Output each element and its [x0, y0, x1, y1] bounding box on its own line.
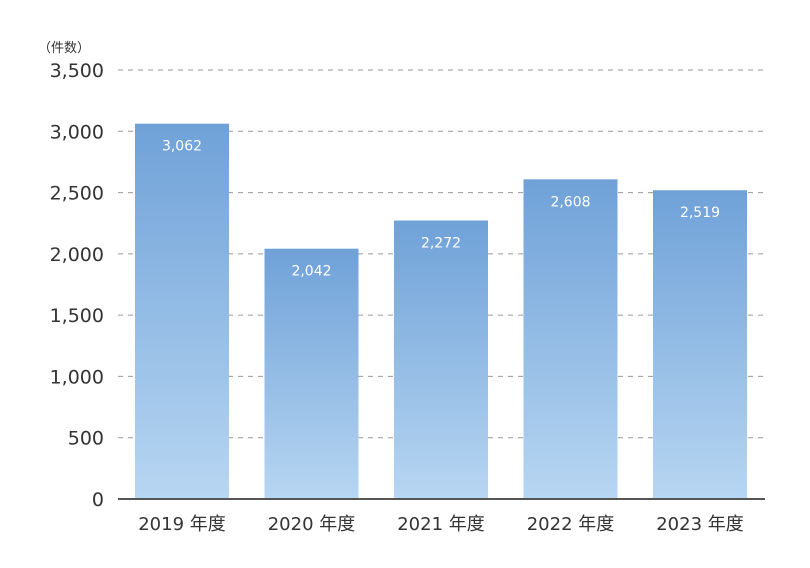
x-tick-label: 2021 年度: [397, 514, 485, 535]
y-tick-label: 2,500: [50, 183, 104, 205]
bar-value-label: 2,042: [291, 264, 331, 280]
x-tick-label: 2023 年度: [656, 514, 744, 535]
x-tick-label: 2022 年度: [527, 514, 615, 535]
y-tick-label: 500: [68, 428, 104, 450]
bar: [653, 190, 747, 500]
y-axis-unit-label: （件数）: [38, 41, 90, 56]
bar-value-label: 3,062: [162, 139, 202, 155]
bar-value-label: 2,608: [550, 194, 590, 210]
y-axis-ticks: 0 500 1,000 1,500 2,000 2,500 3,000 3,500: [50, 60, 104, 511]
bar: [394, 220, 488, 500]
bar-value-label: 2,272: [421, 236, 461, 252]
x-tick-label: 2020 年度: [268, 514, 356, 535]
y-tick-label: 3,000: [50, 121, 104, 143]
y-tick-label: 3,500: [50, 60, 104, 82]
bar: [523, 179, 618, 499]
y-tick-label: 2,000: [50, 244, 104, 266]
bars: [135, 123, 747, 500]
bar: [264, 248, 359, 499]
y-tick-label: 1,500: [50, 305, 104, 327]
y-tick-label: 0: [92, 489, 104, 511]
bar: [135, 123, 229, 500]
bar-value-label: 2,519: [680, 205, 720, 221]
x-axis-ticks: 2019 年度 2020 年度 2021 年度 2022 年度 2023 年度: [138, 514, 744, 535]
value-labels: 3,062 2,042 2,272 2,608 2,519: [162, 139, 720, 280]
x-tick-label: 2019 年度: [138, 514, 226, 535]
y-tick-label: 1,000: [50, 366, 104, 388]
